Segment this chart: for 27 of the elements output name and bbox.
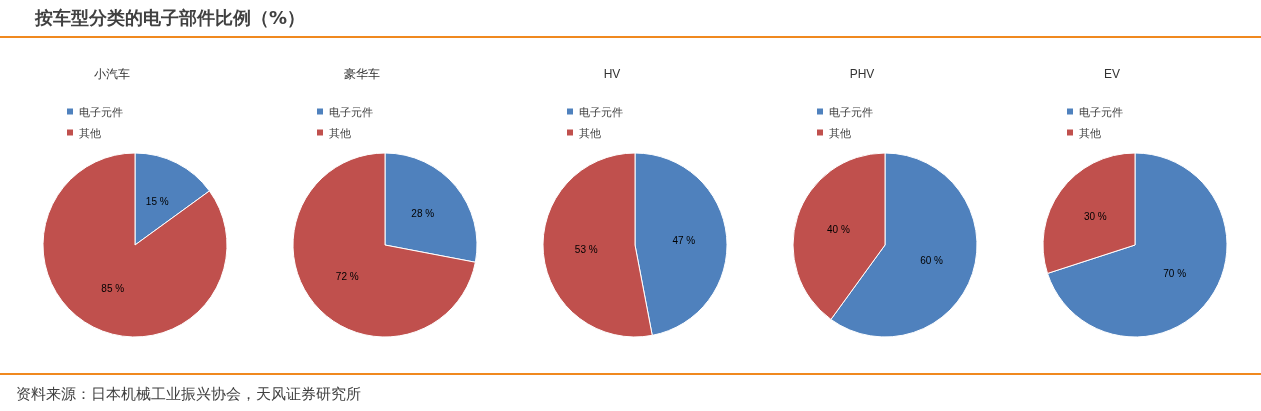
data-label: 40 % [827, 224, 850, 236]
data-label: 47 % [672, 234, 696, 246]
chart-title: 豪华车 [344, 67, 380, 81]
data-label: 72 % [335, 270, 359, 282]
chart-title: HV [603, 67, 621, 81]
legend-label: 电子元件 [329, 105, 373, 118]
legend-label: 其他 [579, 126, 601, 139]
legend-label: 电子元件 [79, 105, 123, 118]
data-label: 53 % [574, 244, 598, 256]
chart-title: 小汽车 [94, 67, 130, 81]
data-label: 60 % [920, 254, 944, 266]
text: 资料来源：日本机械工业振兴协会，天风证券研究所 [16, 385, 361, 403]
legend-label: 其他 [329, 126, 351, 139]
legend-label: 其他 [79, 126, 101, 139]
legend-label: 电子元件 [1079, 105, 1123, 118]
chart-title: EV [1103, 67, 1121, 81]
legend-label: 电子元件 [829, 105, 873, 118]
legend-label: 其他 [829, 126, 851, 139]
legend-label: 电子元件 [579, 105, 623, 118]
text: 按车型分类的电子部件比例（%） [35, 7, 306, 29]
data-label: 70 % [1163, 268, 1187, 280]
data-label: 30 % [1083, 210, 1107, 222]
chart-title: PHV [849, 67, 875, 81]
data-label: 15 % [145, 195, 169, 207]
legend-label: 其他 [1079, 126, 1101, 139]
data-label: 85 % [101, 283, 125, 295]
data-label: 28 % [411, 208, 435, 220]
